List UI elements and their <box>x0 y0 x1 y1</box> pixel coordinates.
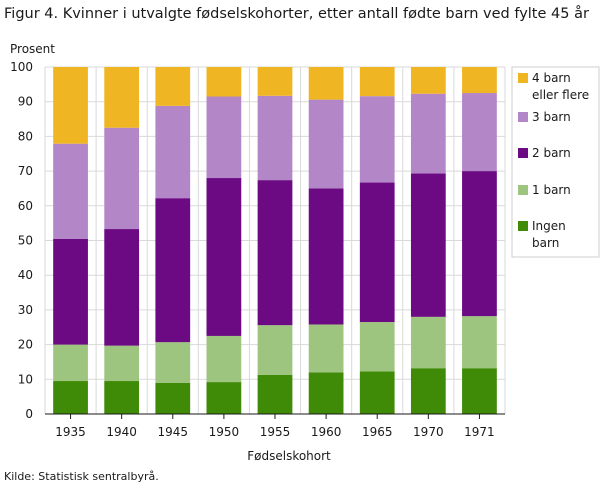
bar-segment-1940-series-3 <box>104 127 140 230</box>
bar-segment-1965-series-0 <box>359 371 395 414</box>
legend-label: 3 barn <box>532 110 571 124</box>
bar-segment-1945-series-3 <box>155 105 191 199</box>
y-tick-label: 10 <box>18 372 33 386</box>
legend-label: Ingen <box>532 219 566 233</box>
bar-segment-1935-series-4 <box>53 67 88 144</box>
x-tick-label: 1935 <box>55 425 86 439</box>
bar-segment-1970-series-4 <box>410 67 446 94</box>
bar-segment-1945-series-0 <box>155 382 191 414</box>
legend-swatch-series-4 <box>518 73 528 83</box>
legend: 4 barn eller flere 3 barn 2 barn 1 barn Ingen… <box>511 66 600 258</box>
bar-segment-1950-series-1 <box>206 335 242 383</box>
bar-segment-1955-series-0 <box>257 374 293 414</box>
bar-segment-1940-series-1 <box>104 345 140 382</box>
bar-segment-1935-series-0 <box>53 381 88 414</box>
bar-segment-1935-series-3 <box>53 143 88 239</box>
x-axis-label: Fødselskohort <box>247 449 331 463</box>
bar-segment-1970-series-3 <box>410 93 446 174</box>
bar-segment-1965-series-4 <box>359 67 395 97</box>
bar-segment-1955-series-1 <box>257 325 293 375</box>
bar-segment-1971-series-4 <box>462 67 497 94</box>
bar-segment-1945-series-4 <box>155 67 191 106</box>
x-tick-label: 1940 <box>106 425 137 439</box>
x-tick-label: 1950 <box>209 425 240 439</box>
bar-segment-1950-series-0 <box>206 382 242 414</box>
bar-segment-1970-series-2 <box>410 173 446 317</box>
bar-segment-1960-series-1 <box>308 324 344 373</box>
x-tick-label: 1945 <box>158 425 189 439</box>
bar-segment-1955-series-4 <box>257 67 293 96</box>
chart-title: Figur 4. Kvinner i utvalgte fødselskohor… <box>4 6 589 22</box>
bar-segment-1940-series-2 <box>104 229 140 346</box>
bar-segment-1960-series-3 <box>308 99 344 189</box>
bar-segment-1971-series-2 <box>462 171 497 317</box>
bar-segment-1950-series-2 <box>206 178 242 336</box>
legend-label: eller flere <box>532 88 589 102</box>
y-tick-label: 90 <box>18 95 33 109</box>
bar-segment-1935-series-1 <box>53 344 88 382</box>
x-tick-label: 1970 <box>413 425 444 439</box>
bar-segment-1960-series-4 <box>308 67 344 100</box>
y-tick-label: 30 <box>18 303 33 317</box>
legend-swatch-series-0 <box>518 221 528 231</box>
bar-segment-1965-series-2 <box>359 182 395 323</box>
legend-label: barn <box>532 236 559 250</box>
x-tick-label: 1960 <box>311 425 342 439</box>
bar-segment-1971-series-3 <box>462 93 497 172</box>
bar-segment-1955-series-2 <box>257 180 293 326</box>
bar-segment-1945-series-1 <box>155 342 191 383</box>
y-tick-label: 60 <box>18 199 33 213</box>
bar-segment-1970-series-1 <box>410 316 446 369</box>
y-tick-label: 70 <box>18 164 33 178</box>
axes: 0 10 20 30 40 50 60 70 80 90 100 1935 1940 1945 1950 19… <box>10 60 505 439</box>
bar-segment-1935-series-2 <box>53 238 88 345</box>
y-tick-label: 50 <box>18 234 33 248</box>
y-tick-label: 0 <box>25 407 33 421</box>
legend-swatch-series-1 <box>518 185 528 195</box>
x-tick-label: 1955 <box>260 425 291 439</box>
bar-segment-1970-series-0 <box>410 368 446 414</box>
bar-segment-1950-series-4 <box>206 67 242 97</box>
bar-segment-1960-series-0 <box>308 372 344 414</box>
legend-label: 2 barn <box>532 146 571 160</box>
bar-segment-1950-series-3 <box>206 96 242 179</box>
y-axis-label: Prosent <box>10 42 55 56</box>
y-tick-label: 20 <box>18 338 33 352</box>
bar-segment-1965-series-1 <box>359 322 395 372</box>
bar-segment-1940-series-4 <box>104 67 140 128</box>
bar-segment-1971-series-0 <box>462 368 497 414</box>
bar-segment-1945-series-2 <box>155 198 191 343</box>
source-note: Kilde: Statistisk sentralbyrå. <box>4 470 159 483</box>
y-tick-label: 40 <box>18 268 33 282</box>
bar-segment-1940-series-0 <box>104 381 140 414</box>
bar-segment-1971-series-1 <box>462 316 497 369</box>
legend-label: 1 barn <box>532 183 571 197</box>
x-tick-label: 1971 <box>464 425 495 439</box>
legend-label: 4 barn <box>532 71 571 85</box>
bar-segment-1955-series-3 <box>257 95 293 181</box>
legend-swatch-series-2 <box>518 148 528 158</box>
legend-swatch-series-3 <box>518 112 528 122</box>
bars <box>53 67 497 414</box>
bar-segment-1960-series-2 <box>308 188 344 325</box>
y-tick-label: 100 <box>10 60 33 74</box>
x-tick-label: 1965 <box>362 425 393 439</box>
y-tick-label: 80 <box>18 129 33 143</box>
bar-segment-1965-series-3 <box>359 96 395 183</box>
